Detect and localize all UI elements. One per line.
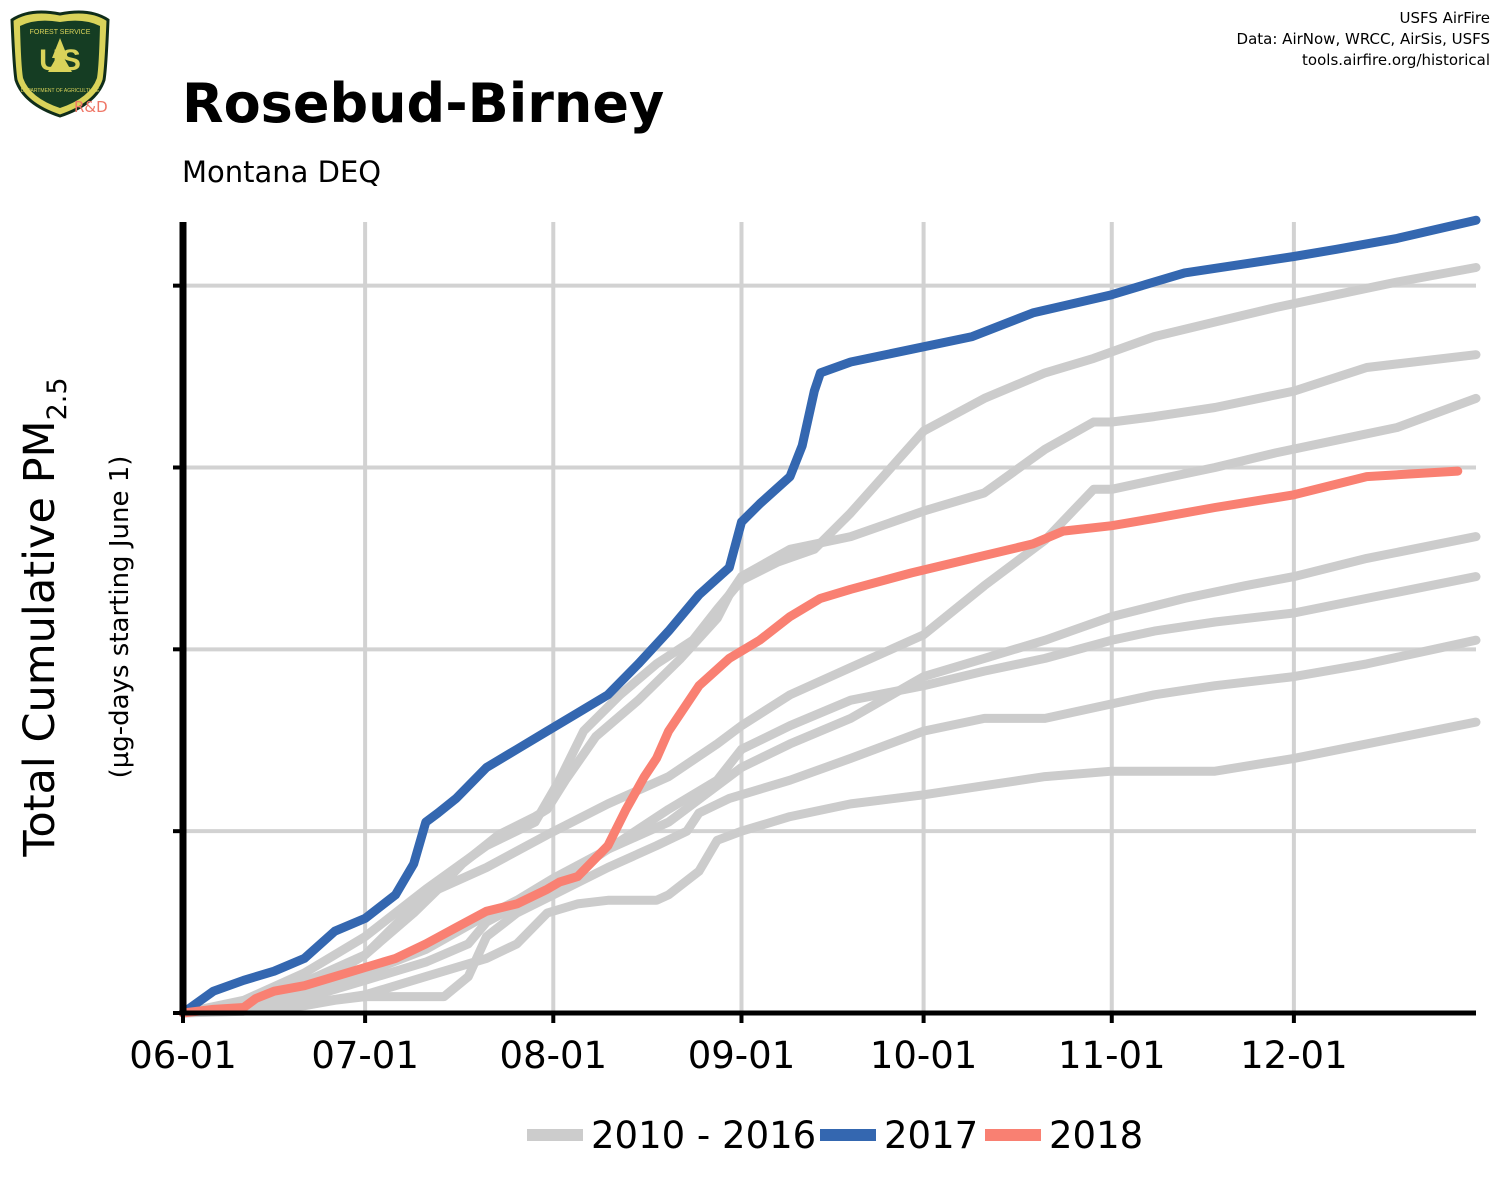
y-axis-label-main: Total Cumulative PM bbox=[15, 420, 65, 857]
y-axis-label-subscript: 2.5 bbox=[42, 377, 73, 420]
chart-title: Rosebud-Birney bbox=[182, 72, 665, 135]
series-line-2010-2016 bbox=[178, 717, 1481, 1018]
chart-subtitle: Montana DEQ bbox=[182, 155, 382, 189]
series-line-2010-2016 bbox=[178, 393, 1481, 1018]
series-line-2010-2016 bbox=[178, 635, 1481, 1018]
x-tick-label: 07-01 bbox=[311, 1034, 419, 1077]
x-tick-label: 09-01 bbox=[688, 1034, 796, 1077]
credit-line-data-sources: Data: AirNow, WRCC, AirSis, USFS bbox=[1236, 30, 1490, 48]
x-tick-label: 08-01 bbox=[500, 1034, 608, 1077]
logo-bottom-text: DEPARTMENT OF AGRICULTURE bbox=[21, 88, 100, 94]
legend-label: 2017 bbox=[884, 1114, 978, 1157]
x-tick-label: 12-01 bbox=[1240, 1034, 1348, 1077]
x-tick-label: 10-01 bbox=[870, 1034, 978, 1077]
legend-label: 2018 bbox=[1049, 1114, 1143, 1157]
credit-line-airfire: USFS AirFire bbox=[1399, 9, 1490, 27]
logo-rd-badge: R&D bbox=[74, 98, 108, 116]
series-line-2017 bbox=[178, 215, 1481, 1018]
y-axis-note: (µg-days starting June 1) bbox=[105, 456, 135, 779]
series-line-2010-2016 bbox=[178, 263, 1481, 1018]
series-layer bbox=[178, 215, 1481, 1018]
legend: 2010 - 2016 2017 2018 bbox=[527, 1114, 1143, 1157]
legend-label: 2010 - 2016 bbox=[591, 1114, 816, 1157]
axes-layer bbox=[173, 222, 1476, 1023]
series-line-2018 bbox=[178, 466, 1463, 1018]
credit-line-url[interactable]: tools.airfire.org/historical bbox=[1302, 51, 1490, 69]
logo-top-text: FOREST SERVICE bbox=[30, 29, 91, 36]
x-tick-labels: 06-01 07-01 08-01 09-01 10-01 11-01 12-01 bbox=[129, 1034, 1347, 1077]
x-tick-label: 06-01 bbox=[129, 1034, 237, 1077]
credit-block: USFS AirFire Data: AirNow, WRCC, AirSis,… bbox=[1237, 8, 1490, 71]
tree-icon bbox=[48, 38, 72, 72]
series-line-2010-2016 bbox=[178, 572, 1481, 1018]
forest-service-shield-icon: US FOREST SERVICE DEPARTMENT OF AGRICULT… bbox=[8, 8, 112, 120]
y-axis-label: Total Cumulative PM2.5 bbox=[15, 377, 73, 857]
x-tick-label: 11-01 bbox=[1058, 1034, 1166, 1077]
shield-svg: US FOREST SERVICE DEPARTMENT OF AGRICULT… bbox=[10, 10, 110, 118]
